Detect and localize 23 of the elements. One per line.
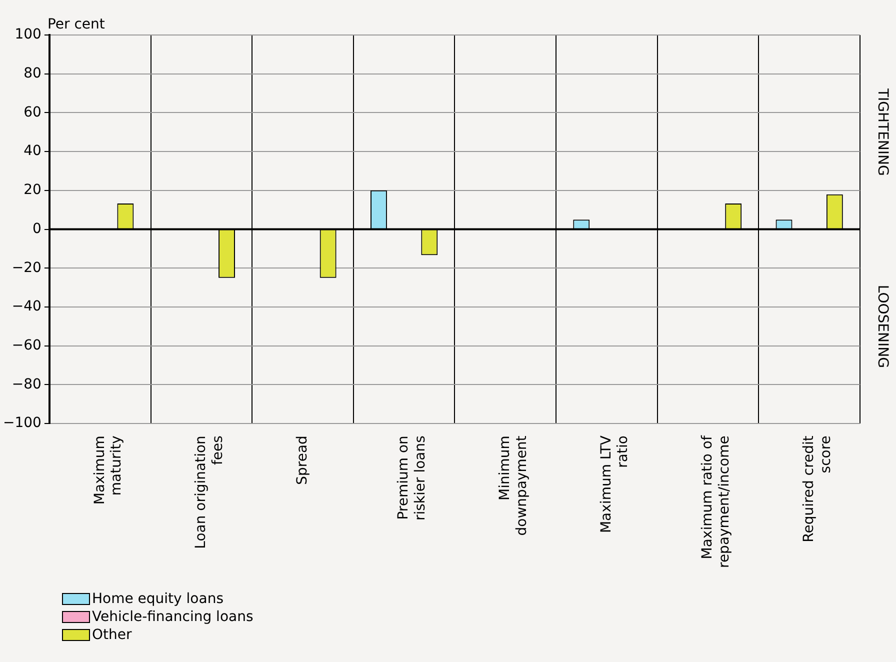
y-tick-label: −100 (3, 415, 42, 432)
y-tick-label: 100 (14, 26, 42, 43)
x-tick-label: Spread (294, 436, 310, 485)
text: LOOSENING (874, 284, 890, 368)
x-tick-label: Premium on riskier loans (396, 436, 429, 521)
legend-label: Home equity loans (92, 590, 224, 608)
y-tick-label: −60 (12, 338, 42, 354)
y-tick-label: −40 (12, 298, 42, 315)
x-tick-label: Maximum LTV ratio (598, 435, 632, 534)
y-tick-label: −20 (12, 260, 42, 276)
text: TIGHTENING (874, 87, 890, 176)
y-tick-label: 0 (32, 220, 42, 237)
y-axis-title: Per cent (47, 16, 106, 33)
x-tick-label: Maximum maturity (92, 436, 125, 505)
y-tick-label: 80 (24, 66, 42, 82)
y-tick-label: −80 (12, 376, 42, 392)
x-tick-label: Required credit score (800, 435, 834, 542)
legend-label: Vehicle-financing loans (92, 608, 254, 626)
legend-label: Other (92, 626, 132, 644)
x-tick-label: Loan origination fees (193, 436, 226, 549)
y-tick-label: 20 (24, 182, 42, 198)
y-tick-label: 60 (24, 104, 42, 120)
y-tick-label: 40 (24, 143, 42, 160)
